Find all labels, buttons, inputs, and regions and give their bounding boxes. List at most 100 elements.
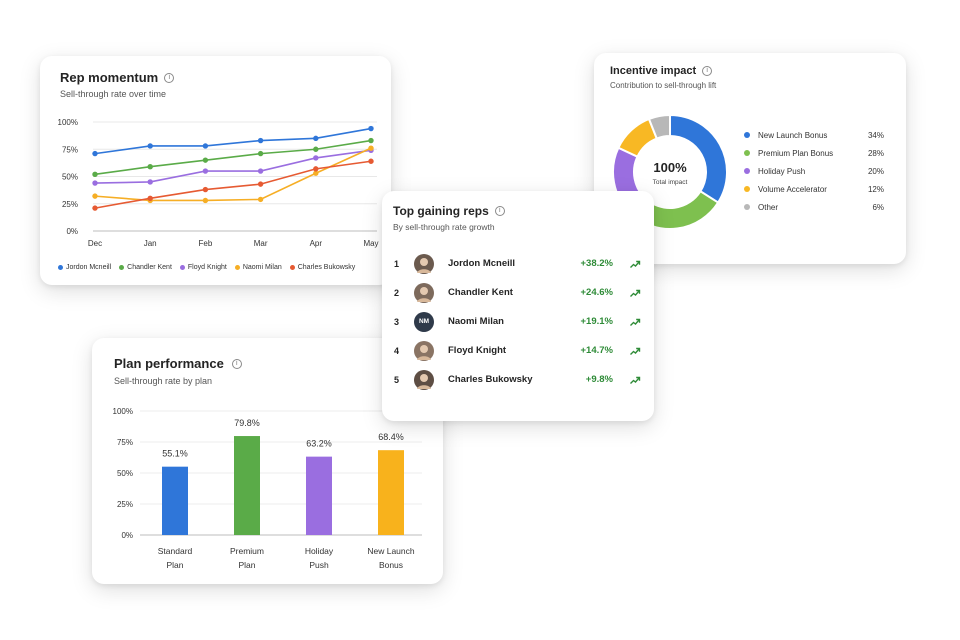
legend-value: 34% xyxy=(867,130,884,140)
data-point[interactable] xyxy=(147,195,153,201)
legend-item[interactable]: Charles Bukowsky xyxy=(289,264,356,271)
data-point[interactable] xyxy=(92,205,98,211)
list-item[interactable]: 2 Chandler Kent +24.6% xyxy=(394,278,644,307)
data-point[interactable] xyxy=(313,170,319,176)
trend-up-icon xyxy=(630,289,641,297)
data-point[interactable] xyxy=(368,158,374,164)
x-tick-label: Apr xyxy=(310,239,323,248)
data-point[interactable] xyxy=(147,163,153,170)
x-category-label: Plan xyxy=(238,560,255,570)
trend-up-icon xyxy=(630,318,641,326)
rep-name: Naomi Milan xyxy=(448,316,504,327)
data-point[interactable] xyxy=(257,181,264,187)
legend-label: New Launch Bonus xyxy=(758,130,828,140)
rep-momentum-legend: Jordon Mcneill Chandler Kent Floyd Knight N… xyxy=(58,264,355,271)
data-point[interactable] xyxy=(147,143,153,149)
bar[interactable] xyxy=(306,456,332,535)
donut-legend-item[interactable]: New Launch Bonus 34% xyxy=(744,126,884,144)
y-tick-label: 50% xyxy=(62,173,78,182)
bar[interactable] xyxy=(378,450,404,535)
data-point[interactable] xyxy=(202,197,209,204)
rank-number: 3 xyxy=(394,316,400,327)
info-icon[interactable]: i xyxy=(164,72,175,83)
series-line xyxy=(94,149,372,184)
data-point[interactable] xyxy=(202,186,209,193)
incentive-impact-subtitle: Contribution to sell-through lift xyxy=(610,81,717,90)
donut-legend-item[interactable]: Other 6% xyxy=(744,198,884,216)
series-line xyxy=(94,139,372,176)
legend-dot xyxy=(744,168,750,174)
x-tick-label: May xyxy=(363,239,378,248)
avatar xyxy=(414,253,434,274)
bar-value-label: 68.4% xyxy=(378,432,404,442)
donut-legend-item[interactable]: Holiday Push 20% xyxy=(744,162,884,180)
legend-value: 28% xyxy=(867,148,884,158)
bar[interactable] xyxy=(234,436,260,535)
legend-dot xyxy=(744,132,750,138)
data-point[interactable] xyxy=(313,146,319,152)
data-point[interactable] xyxy=(202,157,209,163)
y-tick-label: 0% xyxy=(121,531,133,540)
growth-value: +24.6% xyxy=(580,287,614,298)
info-icon[interactable]: i xyxy=(494,206,505,216)
data-point[interactable] xyxy=(202,168,209,174)
legend-item[interactable]: Chandler Kent xyxy=(119,264,172,271)
data-point[interactable] xyxy=(257,150,264,157)
legend-item[interactable]: Jordon Mcneill xyxy=(58,264,111,271)
person-icon xyxy=(417,286,431,302)
data-point[interactable] xyxy=(257,137,264,144)
data-point[interactable] xyxy=(313,135,319,142)
list-item[interactable]: 5 Charles Bukowsky +9.8% xyxy=(394,365,644,394)
info-icon[interactable]: i xyxy=(702,66,713,76)
data-point[interactable] xyxy=(92,171,98,178)
rep-name: Jordon Mcneill xyxy=(448,258,516,269)
list-item[interactable]: 1 Jordon Mcneill +38.2% xyxy=(394,249,644,278)
legend-label: Floyd Knight xyxy=(187,264,227,271)
series-line xyxy=(94,127,372,155)
legend-label: Charles Bukowsky xyxy=(297,264,356,271)
legend-label: Other xyxy=(758,202,779,212)
x-tick-label: Jan xyxy=(144,239,157,248)
x-category-label: Plan xyxy=(166,560,183,570)
legend-item[interactable]: Floyd Knight xyxy=(179,264,227,271)
trend-up-icon xyxy=(630,376,641,384)
incentive-impact-title-text: Incentive impact xyxy=(610,65,697,77)
donut-legend-item[interactable]: Premium Plan Bonus 28% xyxy=(744,144,884,162)
info-icon[interactable]: i xyxy=(231,358,242,369)
data-point[interactable] xyxy=(368,137,374,144)
legend-item[interactable]: Naomi Milan xyxy=(234,264,282,271)
donut-legend-item[interactable]: Volume Accelerator 12% xyxy=(744,180,884,198)
donut-slice[interactable] xyxy=(669,113,728,204)
legend-dot xyxy=(234,265,240,270)
bar[interactable] xyxy=(162,466,188,535)
data-point[interactable] xyxy=(257,168,264,174)
y-tick-label: 75% xyxy=(117,438,133,447)
plan-performance-chart: 0% 25% 50% 75% 100% 55.1% Standard Plan 79.8% Pre… xyxy=(113,407,422,570)
bar-value-label: 55.1% xyxy=(162,449,188,459)
legend-label: Chandler Kent xyxy=(127,264,172,271)
data-point[interactable] xyxy=(257,196,264,203)
data-point[interactable] xyxy=(313,166,319,172)
data-point[interactable] xyxy=(92,180,98,186)
list-item[interactable]: 4 Floyd Knight +14.7% xyxy=(394,336,644,365)
data-point[interactable] xyxy=(368,145,374,151)
donut-slice[interactable] xyxy=(647,113,671,140)
data-point[interactable] xyxy=(147,179,153,185)
rep-name: Chandler Kent xyxy=(448,287,513,298)
legend-label: Jordon Mcneill xyxy=(66,264,112,271)
avatar: NM xyxy=(414,311,434,332)
data-point[interactable] xyxy=(92,150,98,157)
data-point[interactable] xyxy=(313,155,319,161)
y-tick-label: 50% xyxy=(117,469,133,478)
list-item[interactable]: 3 NM Naomi Milan +19.1% xyxy=(394,307,644,336)
bar-value-label: 79.8% xyxy=(234,418,260,428)
rep-momentum-title: Rep momentum i xyxy=(60,70,175,85)
y-tick-label: 25% xyxy=(62,200,78,209)
data-point[interactable] xyxy=(92,193,98,199)
y-tick-label: 75% xyxy=(62,145,78,154)
legend-label: Volume Accelerator xyxy=(758,184,827,194)
growth-value: +38.2% xyxy=(580,258,614,269)
data-point[interactable] xyxy=(368,125,374,132)
legend-value: 20% xyxy=(867,166,884,176)
data-point[interactable] xyxy=(202,143,209,149)
